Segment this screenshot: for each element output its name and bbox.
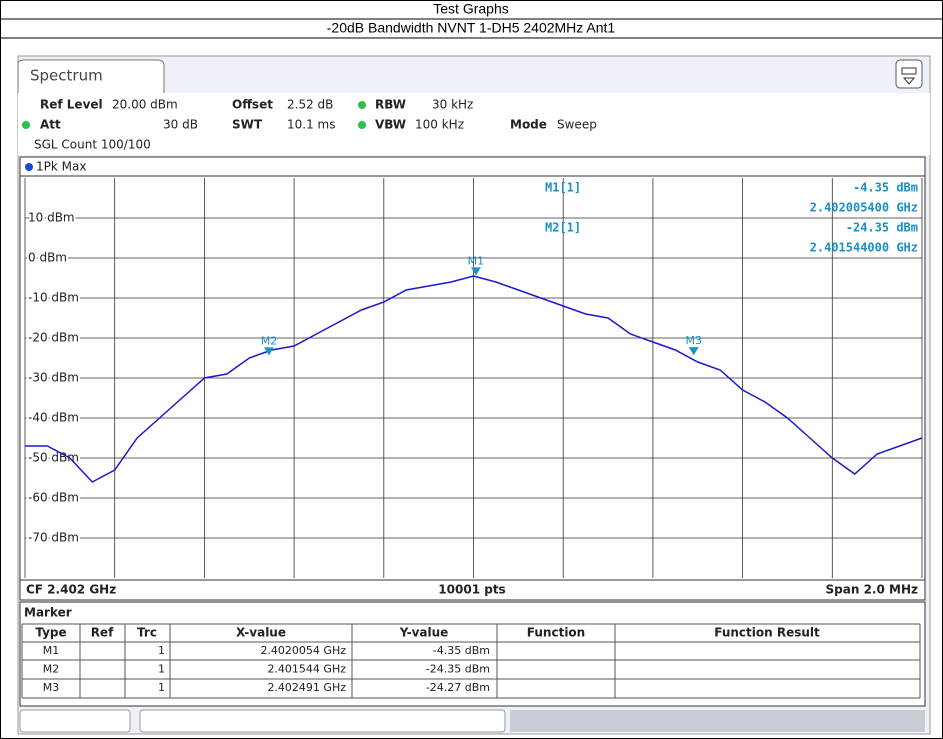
y-tick-label: -50 dBm <box>28 451 79 465</box>
status-bar <box>510 710 925 732</box>
column-header: Type <box>35 626 66 640</box>
tab[interactable] <box>17 59 165 93</box>
status-box <box>19 709 131 733</box>
cell: -24.27 dBm <box>426 681 490 694</box>
setting: RBW <box>375 98 406 112</box>
y-tick-label: -10 dBm <box>28 291 79 305</box>
title: Test Graphs <box>433 1 508 17</box>
status-box <box>139 709 506 733</box>
y-tick-label: -40 dBm <box>28 411 79 425</box>
setting: 100 kHz <box>415 118 464 132</box>
marker-readout: 2.401544000 GHz <box>810 241 918 255</box>
status-dot <box>358 121 366 129</box>
trace-label: 1Pk Max <box>36 160 86 174</box>
marker <box>470 267 481 276</box>
y-tick-label: -20 dBm <box>28 331 79 345</box>
marker-readout: 2.402005400 GHz <box>810 201 918 215</box>
setting: 20.00 dBm <box>112 98 178 112</box>
setting: 30 dB <box>163 118 198 132</box>
column-header: Trc <box>137 626 157 640</box>
center-frequency: CF 2.402 GHz <box>26 583 116 597</box>
cell: 2.401544 GHz <box>267 663 346 676</box>
setting: SGL Count 100/100 <box>34 138 151 152</box>
column-header: Y-value <box>399 626 449 640</box>
marker-readout: M2[1] <box>545 221 581 235</box>
setting: VBW <box>375 118 406 132</box>
point-count: 10001 pts <box>438 583 505 597</box>
marker-readout: M1[1] <box>545 181 581 195</box>
y-tick-label: -70 dBm <box>28 531 79 545</box>
cell: -24.35 dBm <box>426 663 490 676</box>
marker-readout: -24.35 dBm <box>846 221 918 235</box>
setting: Mode <box>510 118 547 132</box>
setting: 2.52 dB <box>287 98 333 112</box>
plot-frame <box>19 156 926 601</box>
cell: 1 <box>158 681 165 694</box>
column-header: Function <box>527 626 585 640</box>
status-dot <box>358 101 366 109</box>
trace-dot <box>25 163 33 171</box>
subtitle: -20dB Bandwidth NVNT 1-DH5 2402MHz Ant1 <box>327 20 616 36</box>
marker-label: M2 <box>261 334 278 347</box>
cell: -4.35 dBm <box>433 644 490 657</box>
marker-readout: -4.35 dBm <box>853 181 918 195</box>
y-tick-label: 10 dBm <box>28 211 75 225</box>
span: Span 2.0 MHz <box>826 583 918 597</box>
cell: M1 <box>43 644 60 657</box>
settings-panel <box>18 93 930 155</box>
y-tick-label: 0 dBm <box>28 251 67 265</box>
cell: 2.402491 GHz <box>267 681 346 694</box>
y-tick-label: -60 dBm <box>28 491 79 505</box>
cell: 1 <box>158 663 165 676</box>
marker <box>263 347 274 356</box>
column-header: X-value <box>236 626 286 640</box>
menu-icon <box>901 67 917 85</box>
marker-label: M1 <box>468 254 485 267</box>
cell: M3 <box>43 681 60 694</box>
trace <box>25 275 923 483</box>
setting: SWT <box>232 118 263 132</box>
table-title: Marker <box>24 606 72 620</box>
cell: 2.4020054 GHz <box>260 644 346 657</box>
setting: Sweep <box>557 118 597 132</box>
marker-table <box>19 601 926 707</box>
column-header: Ref <box>91 626 114 640</box>
setting: 10.1 ms <box>287 118 335 132</box>
status-dot <box>22 121 30 129</box>
marker <box>688 347 699 356</box>
y-tick-label: -30 dBm <box>28 371 79 385</box>
marker-label: M3 <box>685 334 702 347</box>
column-header: Function Result <box>714 626 820 640</box>
cell: 1 <box>158 644 165 657</box>
setting: 30 kHz <box>432 98 473 112</box>
cell: M2 <box>43 663 60 676</box>
tab-label[interactable]: Spectrum <box>30 67 103 85</box>
setting: Att <box>40 118 61 132</box>
setting: Ref Level <box>40 98 103 112</box>
setting: Offset <box>232 98 273 112</box>
